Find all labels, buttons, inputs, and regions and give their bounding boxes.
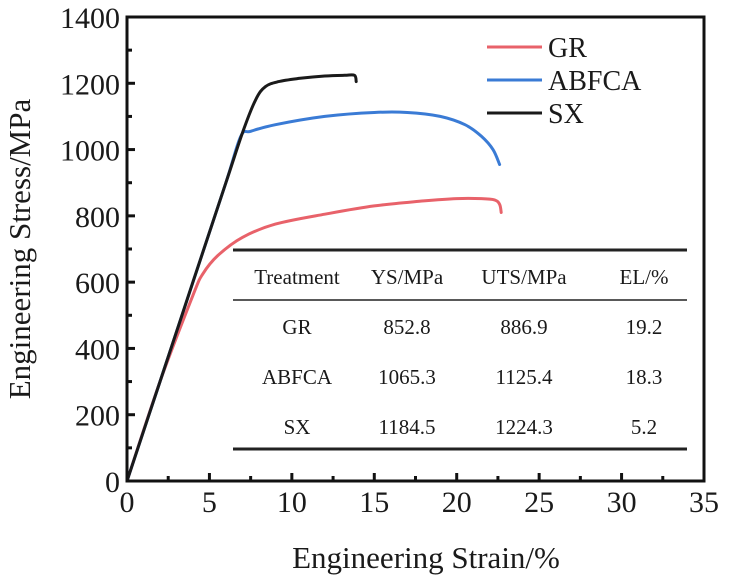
y-tick-label: 800 [75, 201, 120, 234]
x-tick-label: 10 [277, 486, 307, 519]
x-tick-label: 30 [607, 486, 637, 519]
x-tick-label: 35 [689, 486, 719, 519]
x-tick-label: 25 [524, 486, 554, 519]
table-cell: SX [284, 415, 311, 439]
legend-label-gr: GR [548, 33, 587, 64]
table-header-cell: UTS/MPa [481, 265, 567, 289]
series-line-gr [125, 196, 503, 483]
y-axis-tick-labels: 0 200 400 600 800 1000 1200 1400 [60, 2, 120, 499]
y-tick-label: 600 [75, 267, 120, 300]
y-axis-title: Engineering Stress/MPa [2, 99, 37, 400]
legend-label-sx: SX [548, 99, 584, 130]
table-cell: 852.8 [383, 315, 430, 339]
table-header-cell: EL/% [620, 265, 669, 289]
x-axis-ticks [125, 473, 706, 481]
table-cell: 1125.4 [496, 365, 553, 389]
y-axis-ticks [127, 15, 135, 483]
table-cell: 19.2 [626, 315, 663, 339]
table-cell: 886.9 [500, 315, 547, 339]
x-tick-label: 20 [442, 486, 472, 519]
table-cell: 5.2 [631, 415, 657, 439]
x-tick-label: 5 [202, 486, 217, 519]
y-tick-label: 0 [105, 466, 120, 499]
y-tick-label: 1400 [60, 2, 120, 35]
y-tick-label: 1000 [60, 135, 120, 168]
x-tick-label: 0 [120, 486, 135, 519]
x-tick-label: 15 [359, 486, 389, 519]
x-axis-tick-labels: 0 5 10 15 20 25 30 35 [120, 486, 720, 519]
table-cell: ABFCA [262, 365, 333, 389]
table-header-cell: YS/MPa [371, 265, 444, 289]
table-cell: 18.3 [626, 365, 663, 389]
curves-layer [125, 73, 503, 483]
series-line-sx [125, 73, 358, 483]
table-cell: 1224.3 [495, 415, 553, 439]
y-tick-label: 400 [75, 333, 120, 366]
table-cell: 1065.3 [378, 365, 436, 389]
table-cell: 1184.5 [379, 415, 436, 439]
x-axis-title: Engineering Strain/% [292, 540, 560, 575]
legend-label-abfca: ABFCA [548, 66, 642, 97]
y-tick-label: 200 [75, 400, 120, 433]
inset-table: Treatment YS/MPa UTS/MPa EL/% GR 852.8 886.9 19… [233, 248, 687, 451]
table-cell: GR [282, 315, 311, 339]
table-header-cell: Treatment [254, 265, 340, 289]
y-tick-label: 1200 [60, 68, 120, 101]
series-line-abfca [125, 110, 502, 483]
table-cells: Treatment YS/MPa UTS/MPa EL/% GR 852.8 886.9 19… [254, 265, 668, 439]
